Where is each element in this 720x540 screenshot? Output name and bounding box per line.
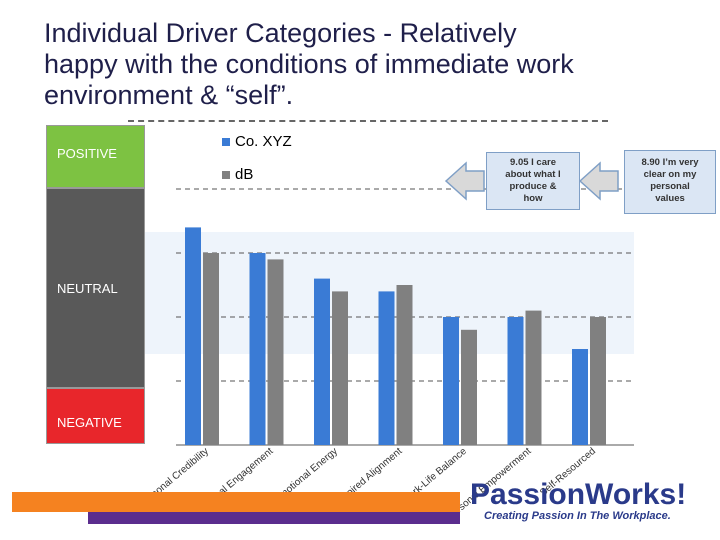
title-line-3: environment & “self”. xyxy=(44,80,294,110)
bar-series-1 xyxy=(185,227,201,445)
legend-label: Co. XYZ xyxy=(235,133,292,150)
positive-band: POSITIVE xyxy=(46,125,145,188)
title-dashed-divider xyxy=(128,120,608,122)
legend-swatch xyxy=(222,137,230,146)
callout-clear-values: 8.90 I’m very clear on my personal value… xyxy=(624,150,716,214)
legend-item-series-1: Co. XYZ xyxy=(222,133,292,150)
brand-name: PassionWorks! xyxy=(470,478,687,511)
bar-series-2 xyxy=(332,291,348,445)
legend-label: dΒ xyxy=(235,166,254,183)
callout-line: about what I xyxy=(505,169,561,180)
neutral-band: NEUTRAL xyxy=(46,188,145,388)
bars xyxy=(185,227,606,445)
callout-line: produce & xyxy=(509,181,557,192)
bar-series-1 xyxy=(443,317,459,445)
brand-logo: PassionWorks! Creating Passion In The Wo… xyxy=(470,478,687,523)
left-arrow-icon xyxy=(444,161,485,201)
bar-series-2 xyxy=(267,259,284,445)
bar-series-2 xyxy=(525,310,542,445)
bar-series-1 xyxy=(507,317,524,445)
neutral-band-label: NEUTRAL xyxy=(57,281,118,296)
left-arrow-icon xyxy=(578,161,619,201)
callout-line: personal xyxy=(650,181,690,192)
callout-line: 8.90 I’m very xyxy=(641,157,699,168)
legend-item-series-2: dΒ xyxy=(222,166,253,183)
bar-series-2 xyxy=(396,285,413,445)
positive-band-label: POSITIVE xyxy=(57,146,117,161)
bar-series-1 xyxy=(314,278,330,445)
page-title: Individual Driver Categories - Relativel… xyxy=(44,18,704,111)
callout-line: values xyxy=(655,193,685,204)
bar-series-1 xyxy=(572,349,588,445)
bar-series-2 xyxy=(461,329,477,445)
bar-series-1 xyxy=(378,291,395,445)
bar-series-2 xyxy=(590,317,606,445)
callout-line: 9.05 I care xyxy=(510,157,556,168)
brand-purple-bar xyxy=(88,512,460,524)
bar-series-2 xyxy=(203,253,219,445)
callout-line: clear on my xyxy=(643,169,697,180)
brand-orange-bar xyxy=(12,492,460,512)
negative-band-label: NEGATIVE xyxy=(57,415,122,430)
brand-tagline: Creating Passion In The Workplace. xyxy=(484,510,671,522)
title-line-2: happy with the conditions of immediate w… xyxy=(44,49,574,79)
title-line-1: Individual Driver Categories - Relativel… xyxy=(44,18,517,48)
callout-care-about-work: 9.05 I care about what I produce & how xyxy=(486,152,580,210)
legend-swatch xyxy=(222,170,230,179)
bar-series-1 xyxy=(249,253,266,445)
callout-line: how xyxy=(523,193,543,204)
negative-band: NEGATIVE xyxy=(46,388,145,444)
